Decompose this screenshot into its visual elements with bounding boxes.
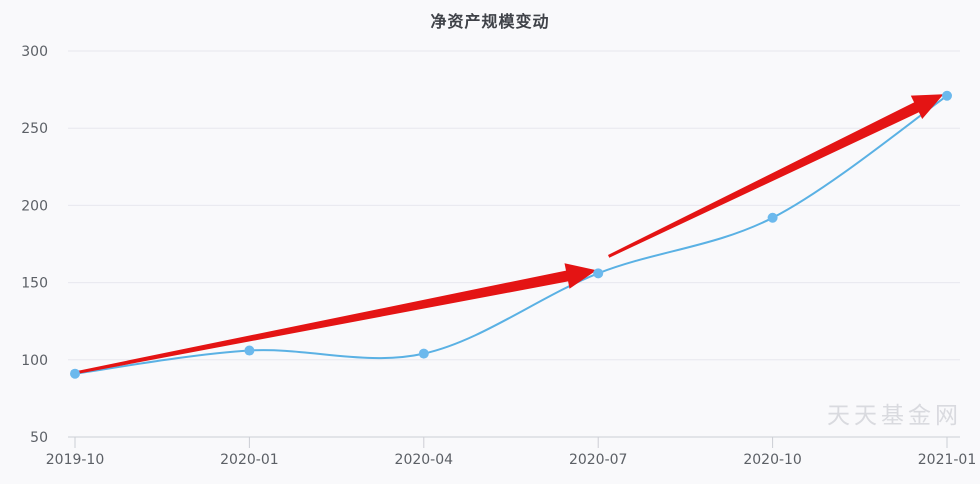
data-point[interactable] bbox=[244, 345, 255, 356]
y-axis-tick-label: 200 bbox=[21, 198, 48, 214]
data-point[interactable] bbox=[418, 348, 429, 359]
x-axis-tick-label: 2020-10 bbox=[743, 452, 802, 468]
chart-title: 净资产规模变动 bbox=[430, 12, 550, 31]
x-axis-tick-label: 2020-07 bbox=[569, 452, 628, 468]
y-axis-tick-label: 300 bbox=[21, 44, 48, 60]
series-line bbox=[74, 94, 948, 375]
y-axis-tick-label: 150 bbox=[21, 276, 48, 292]
data-point[interactable] bbox=[767, 212, 778, 223]
x-axis-tick-label: 2019-10 bbox=[46, 452, 105, 468]
x-axis-tick-label: 2020-04 bbox=[395, 452, 454, 468]
trend-arrow bbox=[78, 263, 597, 374]
x-axis-tick-label: 2020-01 bbox=[220, 452, 279, 468]
trend-arrow bbox=[608, 94, 944, 258]
y-axis-tick-label: 250 bbox=[21, 121, 48, 137]
x-axis-tick-label: 2021-01 bbox=[918, 452, 977, 468]
watermark-text: 天天基金网 bbox=[827, 403, 962, 429]
y-axis-tick-label: 100 bbox=[21, 353, 48, 369]
data-point[interactable] bbox=[593, 268, 604, 279]
data-point[interactable] bbox=[942, 90, 952, 101]
data-point[interactable] bbox=[70, 368, 80, 379]
y-axis-tick-label: 50 bbox=[30, 430, 48, 446]
